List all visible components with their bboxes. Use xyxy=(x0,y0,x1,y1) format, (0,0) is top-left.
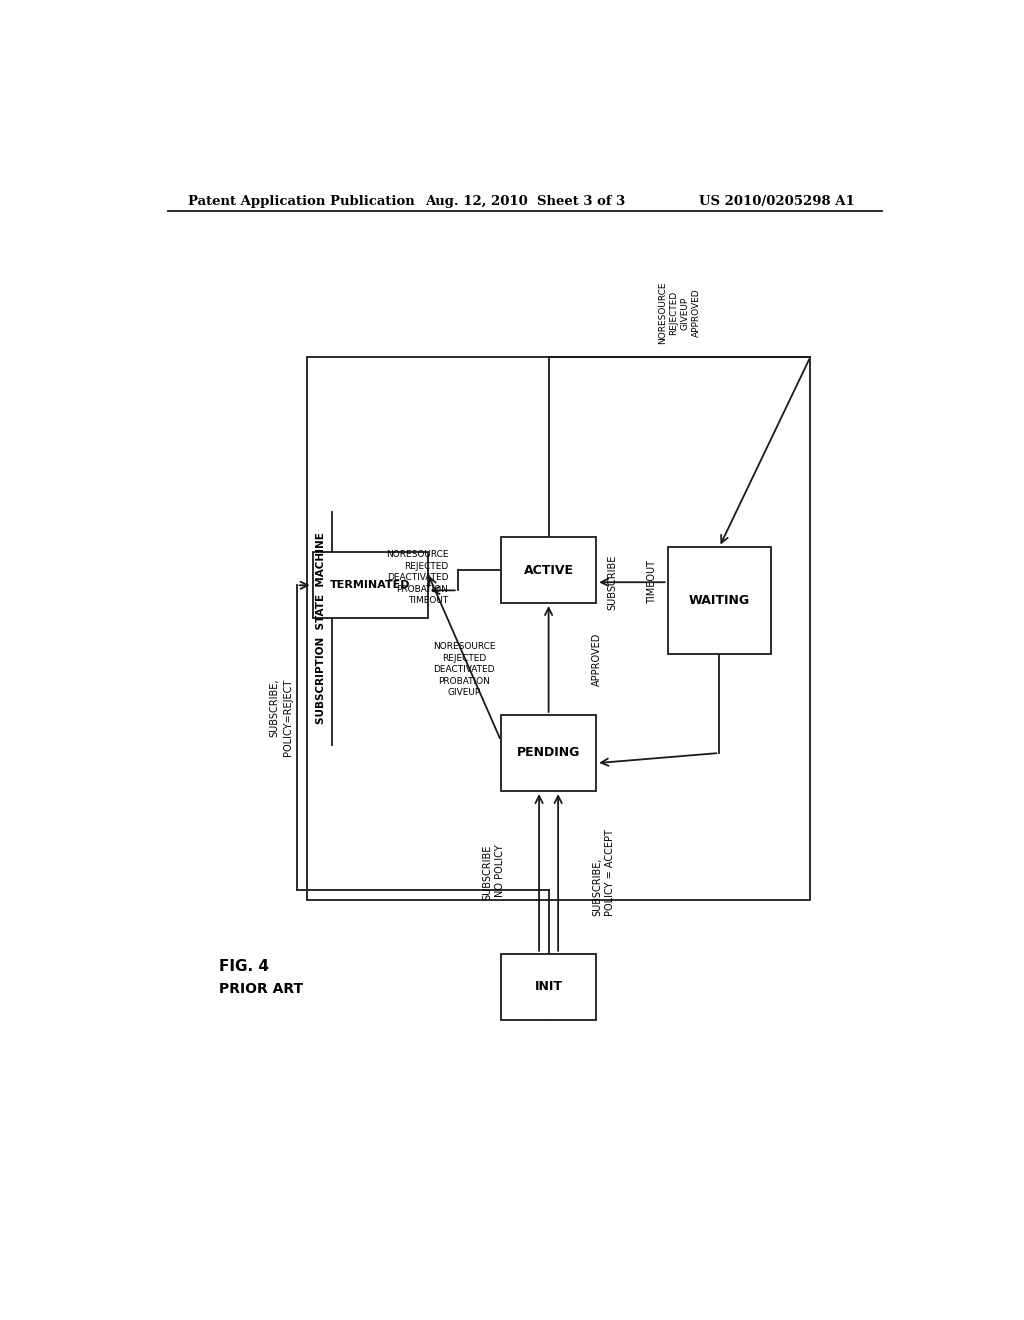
Text: Patent Application Publication: Patent Application Publication xyxy=(187,194,415,207)
Text: ACTIVE: ACTIVE xyxy=(523,564,573,577)
Text: SUBSCRIBE: SUBSCRIBE xyxy=(607,554,617,610)
Bar xyxy=(501,715,596,791)
Bar xyxy=(501,537,596,603)
Text: TERMINATED: TERMINATED xyxy=(330,581,411,590)
Text: Aug. 12, 2010  Sheet 3 of 3: Aug. 12, 2010 Sheet 3 of 3 xyxy=(426,194,626,207)
Text: FIG. 4: FIG. 4 xyxy=(219,958,269,974)
Text: SUBSCRIBE,
POLICY = ACCEPT: SUBSCRIBE, POLICY = ACCEPT xyxy=(592,829,615,916)
Text: PENDING: PENDING xyxy=(517,747,581,759)
Text: NORESOURCE
REJECTED
DEACTIVATED
PROBATION
GIVEUP: NORESOURCE REJECTED DEACTIVATED PROBATIO… xyxy=(433,643,496,697)
Bar xyxy=(501,954,596,1020)
Text: NORESOURCE
REJECTED
DEACTIVATED
PROBATION
TIMEOUT: NORESOURCE REJECTED DEACTIVATED PROBATIO… xyxy=(386,550,449,605)
Bar xyxy=(312,552,428,618)
Text: APPROVED: APPROVED xyxy=(592,632,602,685)
Bar xyxy=(306,356,811,900)
Text: INIT: INIT xyxy=(535,981,562,993)
Text: TIMEOUT: TIMEOUT xyxy=(647,560,656,605)
Text: PRIOR ART: PRIOR ART xyxy=(219,982,303,995)
Bar xyxy=(668,548,771,653)
Text: SUBSCRIBE,
POLICY=REJECT: SUBSCRIBE, POLICY=REJECT xyxy=(270,678,293,756)
Text: SUBSCRIPTION  STATE  MACHINE: SUBSCRIPTION STATE MACHINE xyxy=(315,532,326,725)
Text: SUBSCRIBE
NO POLICY: SUBSCRIBE NO POLICY xyxy=(482,845,505,900)
Text: NORESOURCE
REJECTED
GIVEUP
APPROVED: NORESOURCE REJECTED GIVEUP APPROVED xyxy=(657,282,701,345)
Text: US 2010/0205298 A1: US 2010/0205298 A1 xyxy=(699,194,855,207)
Text: WAITING: WAITING xyxy=(689,594,750,607)
